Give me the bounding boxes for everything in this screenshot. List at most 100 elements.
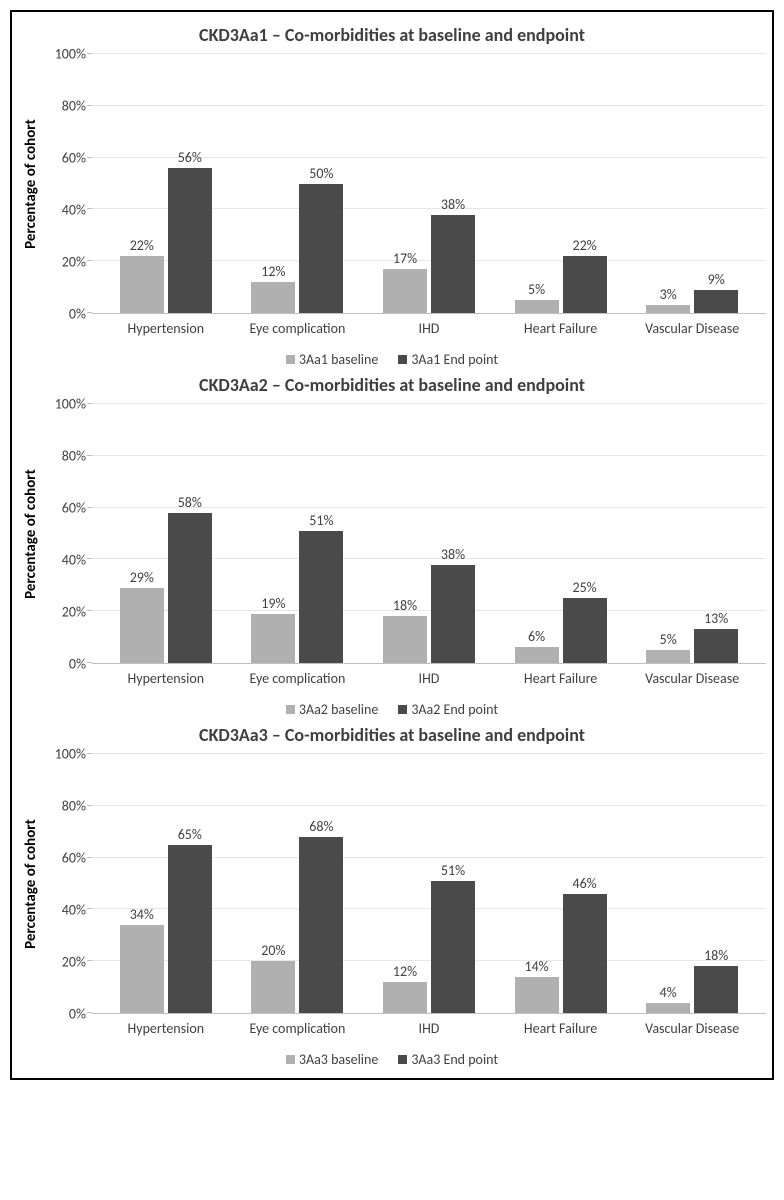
chart-panel-ckd3aa2: CKD3Aa2 – Co-morbidities at baseline and…: [18, 374, 766, 718]
bar-endpoint: [431, 881, 475, 1013]
xtick-label: Eye complication: [232, 320, 364, 337]
bar-value-label: 25%: [572, 579, 596, 596]
x-axis-labels: HypertensionEye complicationIHDHeart Fai…: [92, 1014, 766, 1037]
bar-baseline: [383, 269, 427, 313]
legend-label: 3Aa2 baseline: [299, 701, 378, 718]
bar-wrap-endpoint: 50%: [299, 54, 343, 313]
bar-wrap-baseline: 20%: [251, 754, 295, 1013]
chart-panel-ckd3aa3: CKD3Aa3 – Co-morbidities at baseline and…: [18, 724, 766, 1068]
xtick-label: Heart Failure: [495, 1020, 627, 1037]
legend-swatch: [398, 1055, 407, 1064]
bar-wrap-endpoint: 13%: [694, 404, 738, 663]
plot-area: 29%58%19%51%18%38%6%25%5%13%: [92, 404, 766, 664]
ytick-label: 20%: [62, 604, 86, 621]
legend-item-endpoint: 3Aa2 End point: [398, 701, 498, 718]
bar-value-label: 38%: [441, 546, 465, 563]
legend-label: 3Aa3 End point: [411, 1051, 498, 1068]
ytick-label: 40%: [62, 552, 86, 569]
ytick-label: 40%: [62, 202, 86, 219]
legend-swatch: [286, 705, 295, 714]
bar-value-label: 38%: [441, 196, 465, 213]
ytick-label: 40%: [62, 902, 86, 919]
xtick-label: Heart Failure: [495, 320, 627, 337]
plot-row: Percentage of cohort0%20%40%60%80%100%34…: [18, 754, 766, 1014]
bar-wrap-endpoint: 38%: [431, 54, 475, 313]
bar-baseline: [251, 282, 295, 313]
bar-endpoint: [563, 256, 607, 313]
plot-area: 22%56%12%50%17%38%5%22%3%9%: [92, 54, 766, 314]
bar-value-label: 4%: [660, 984, 677, 1001]
bar-endpoint: [299, 184, 343, 314]
bar-groups: 34%65%20%68%12%51%14%46%4%18%: [92, 754, 766, 1013]
bar-group: 6% 25%: [495, 404, 627, 663]
xtick-label: Vascular Disease: [626, 1020, 758, 1037]
bar-wrap-endpoint: 51%: [299, 404, 343, 663]
bar-value-label: 3%: [660, 286, 677, 303]
bar-wrap-baseline: 18%: [383, 404, 427, 663]
bar-groups: 22%56%12%50%17%38%5%22%3%9%: [92, 54, 766, 313]
bar-groups: 29%58%19%51%18%38%6%25%5%13%: [92, 404, 766, 663]
bar-group: 20% 68%: [232, 754, 364, 1013]
bar-group: 14%46%: [495, 754, 627, 1013]
bar-wrap-endpoint: 58%: [168, 404, 212, 663]
bar-endpoint: [694, 290, 738, 313]
bar-value-label: 50%: [309, 165, 333, 182]
ytick-label: 60%: [62, 500, 86, 517]
bar-value-label: 18%: [704, 947, 728, 964]
ytick-label: 0%: [69, 656, 86, 673]
bar-wrap-baseline: 19%: [251, 404, 295, 663]
bar-wrap-endpoint: 38%: [431, 404, 475, 663]
bar-endpoint: [563, 894, 607, 1013]
bar-value-label: 22%: [572, 237, 596, 254]
bar-wrap-baseline: 12%: [251, 54, 295, 313]
ytick-label: 0%: [69, 306, 86, 323]
bar-wrap-baseline: 6%: [515, 404, 559, 663]
ytick-label: 60%: [62, 850, 86, 867]
yticks-column: 0%20%40%60%80%100%: [44, 754, 92, 1014]
plot-area: 34%65%20%68%12%51%14%46%4%18%: [92, 754, 766, 1014]
bar-group: 5%22%: [495, 54, 627, 313]
bar-value-label: 20%: [261, 942, 285, 959]
legend-item-endpoint: 3Aa1 End point: [398, 351, 498, 368]
bar-baseline: [383, 982, 427, 1013]
ytick-label: 20%: [62, 254, 86, 271]
bar-value-label: 34%: [130, 906, 154, 923]
bar-baseline: [251, 961, 295, 1013]
ytick-label: 60%: [62, 150, 86, 167]
plot-row: Percentage of cohort0%20%40%60%80%100%29…: [18, 404, 766, 664]
chart-title: CKD3Aa2 – Co-morbidities at baseline and…: [18, 374, 766, 396]
bar-wrap-baseline: 34%: [120, 754, 164, 1013]
xtick-label: IHD: [363, 670, 495, 687]
yticks-column: 0%20%40%60%80%100%: [44, 54, 92, 314]
ytick-label: 100%: [55, 396, 86, 413]
legend-item-baseline: 3Aa1 baseline: [286, 351, 378, 368]
legend-label: 3Aa1 baseline: [299, 351, 378, 368]
bar-wrap-baseline: 3%: [646, 54, 690, 313]
bar-endpoint: [299, 531, 343, 663]
chart-legend: 3Aa3 baseline3Aa3 End point: [18, 1051, 766, 1068]
bar-endpoint: [431, 565, 475, 663]
ytick-label: 0%: [69, 1006, 86, 1023]
bar-wrap-endpoint: 68%: [299, 754, 343, 1013]
ytick-label: 100%: [55, 46, 86, 63]
y-axis-label: Percentage of cohort: [22, 819, 40, 949]
xtick-label: Hypertension: [100, 320, 232, 337]
chart-legend: 3Aa1 baseline 3Aa1 End point: [18, 351, 766, 368]
ylabel-column: Percentage of cohort: [18, 404, 44, 664]
bar-baseline: [120, 588, 164, 663]
bar-value-label: 12%: [393, 963, 417, 980]
legend-swatch: [398, 705, 407, 714]
ytick-label: 20%: [62, 954, 86, 971]
bar-endpoint: [299, 837, 343, 1013]
chart-title: CKD3Aa1 – Co-morbidities at baseline and…: [18, 24, 766, 46]
bar-wrap-baseline: 17%: [383, 54, 427, 313]
bar-baseline: [646, 650, 690, 663]
ylabel-column: Percentage of cohort: [18, 754, 44, 1014]
bar-group: 12% 50%: [232, 54, 364, 313]
bar-wrap-baseline: 29%: [120, 404, 164, 663]
bar-value-label: 56%: [178, 149, 202, 166]
bar-group: 29%58%: [100, 404, 232, 663]
bar-value-label: 51%: [441, 862, 465, 879]
legend-item-baseline: 3Aa2 baseline: [286, 701, 378, 718]
legend-swatch: [286, 1055, 295, 1064]
